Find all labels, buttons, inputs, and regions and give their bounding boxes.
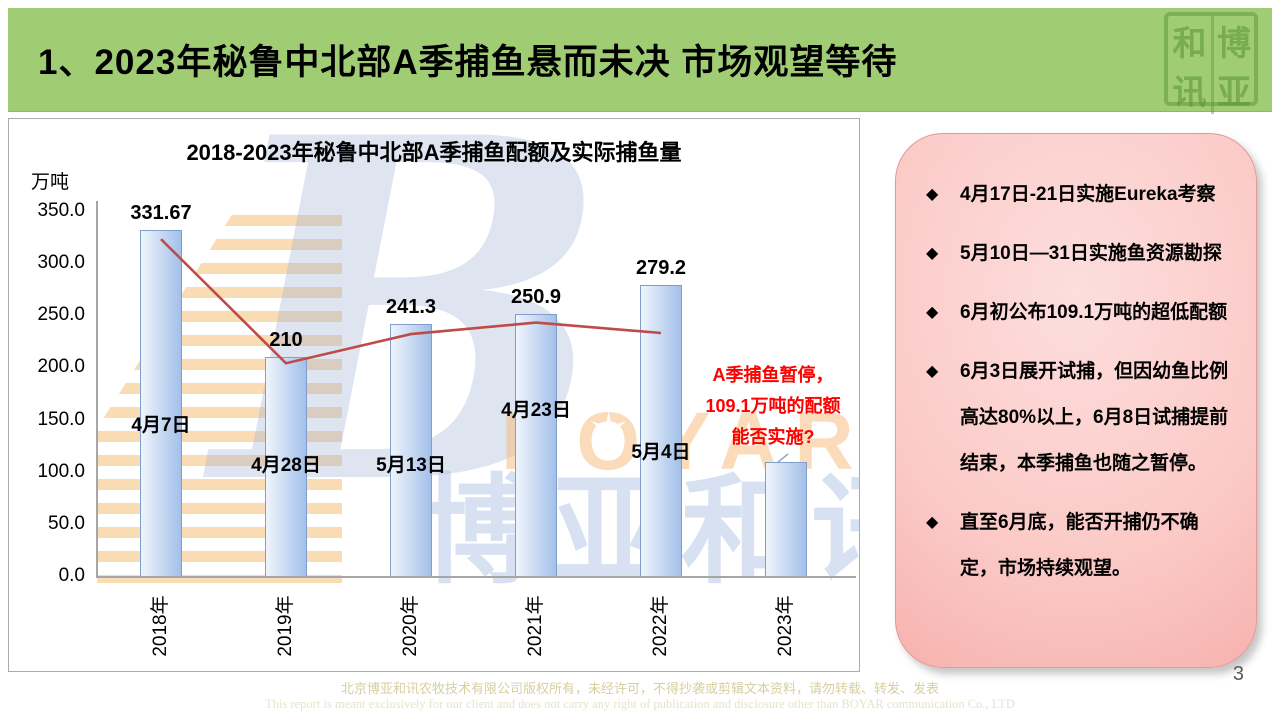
bar-value-label: 331.67: [130, 202, 192, 225]
chart-panel: B BOYAR ✶ 博亚和讯 2018-2023年秘鲁中北部A季捕鱼配额及实际捕…: [8, 118, 860, 672]
page-title: 1、2023年秘鲁中北部A季捕鱼悬而未决 市场观望等待: [38, 43, 898, 82]
starburst-icon: ✶: [586, 403, 632, 463]
bullet-diamond-icon: ◆: [926, 245, 939, 262]
page-number: 3: [1232, 663, 1244, 685]
y-tick-label: 150.0: [37, 408, 85, 430]
bar-2018年: [140, 230, 182, 576]
y-tick-label: 50.0: [48, 512, 85, 534]
x-axis-line: [96, 576, 856, 578]
bullet-item-1: ◆ 4月17日-21日实施Eureka考察: [926, 172, 1236, 218]
bullet-item-2: ◆ 5月10日—31日实施鱼资源勘探: [926, 231, 1236, 277]
y-tick-label: 250.0: [37, 304, 85, 326]
date-label: 5月4日: [631, 442, 691, 463]
bullet-text: 直至6月底，能否开捕仍不确定，市场持续观望。: [960, 512, 1199, 579]
x-tick-label: 2018年: [150, 595, 171, 657]
bar-2023年: [765, 462, 807, 576]
pause-annotation: A季捕鱼暂停， 109.1万吨的配额 能否实施?: [685, 360, 859, 453]
bar-value-label: 210: [269, 329, 303, 351]
footer-copyright-cn: 北京博亚和讯农牧技术有限公司版权所有，未经许可，不得抄袭或剪辑文本资料，请勿转载…: [340, 681, 939, 696]
bar-value-label: 241.3: [385, 296, 437, 319]
y-tick-label: 0.0: [58, 565, 85, 586]
annotation-line: 能否实施?: [731, 427, 815, 447]
y-axis-line: [96, 201, 98, 576]
bullet-text: 5月10日—31日实施鱼资源勘探: [960, 243, 1222, 264]
bullet-item-3: ◆ 6月初公布109.1万吨的超低配额: [926, 290, 1236, 336]
bullet-diamond-icon: ◆: [926, 186, 939, 203]
bar-2019年: [265, 357, 307, 576]
bullet-text: 4月17日-21日实施Eureka考察: [960, 184, 1216, 205]
seal-char: 博: [1211, 16, 1254, 65]
bar-2020年: [390, 324, 432, 576]
annotation-line: 109.1万吨的配额: [705, 396, 841, 416]
y-tick-label: 200.0: [37, 356, 85, 378]
x-tick-label: 2021年: [525, 595, 546, 657]
x-tick-label: 2023年: [775, 595, 796, 657]
bar-value-label: 279.2: [635, 256, 687, 279]
x-tick-label: 2022年: [650, 595, 671, 657]
date-label: 4月23日: [501, 400, 571, 421]
y-tick-label: 300.0: [37, 252, 85, 274]
bullet-diamond-icon: ◆: [926, 363, 939, 380]
y-tick-label: 100.0: [37, 460, 85, 482]
seal-char: 讯: [1172, 73, 1207, 113]
date-label: 4月28日: [251, 455, 321, 476]
seal-char: 和: [1172, 24, 1207, 64]
x-tick-label: 2020年: [400, 595, 421, 657]
bullet-item-5: ◆ 直至6月底，能否开捕仍不确定，市场持续观望。: [926, 500, 1236, 592]
x-tick-label: 2019年: [275, 595, 296, 657]
chart-title: 2018-2023年秘鲁中北部A季捕鱼配额及实际捕鱼量: [186, 140, 682, 165]
y-axis-unit-label: 万吨: [31, 172, 70, 193]
bullet-list: ◆ 4月17日-21日实施Eureka考察 ◆ 5月10日—31日实施鱼资源勘探 ◆ 6月…: [926, 172, 1236, 592]
slide-header: 1、2023年秘鲁中北部A季捕鱼悬而未决 市场观望等待 和 博 讯 亚: [8, 8, 1272, 114]
footer-copyright-en: This report is meant exclusively for our…: [265, 697, 1015, 711]
bullet-diamond-icon: ◆: [926, 514, 939, 531]
seal-char: 亚: [1211, 65, 1254, 114]
annotation-line: A季捕鱼暂停，: [712, 365, 834, 385]
bullet-text: 6月3日展开试捕，但因幼鱼比例高达80%以上，6月8日试捕提前结束，本季捕鱼也随…: [960, 361, 1229, 474]
bar-value-label: 250.9: [510, 286, 562, 309]
plot-area: 350.0 300.0 250.0 200.0 150.0 100.0 50.0 0.0 331…: [9, 119, 859, 671]
bullet-item-4: ◆ 6月3日展开试捕，但因幼鱼比例高达80%以上，6月8日试捕提前结束，本季捕鱼也…: [926, 349, 1236, 487]
date-label: 4月7日: [131, 415, 191, 436]
bar-2022年: [640, 284, 682, 576]
info-panel: ◆ 4月17日-21日实施Eureka考察 ◆ 5月10日—31日实施鱼资源勘探 ◆ 6月…: [895, 133, 1257, 668]
bullet-diamond-icon: ◆: [926, 304, 939, 321]
date-label: 5月13日: [376, 455, 446, 476]
y-tick-label: 350.0: [37, 200, 85, 221]
bar-2021年: [515, 314, 557, 576]
bullet-text: 6月初公布109.1万吨的超低配额: [960, 302, 1228, 323]
boyar-seal-logo: 和 博 讯 亚: [1164, 12, 1258, 114]
